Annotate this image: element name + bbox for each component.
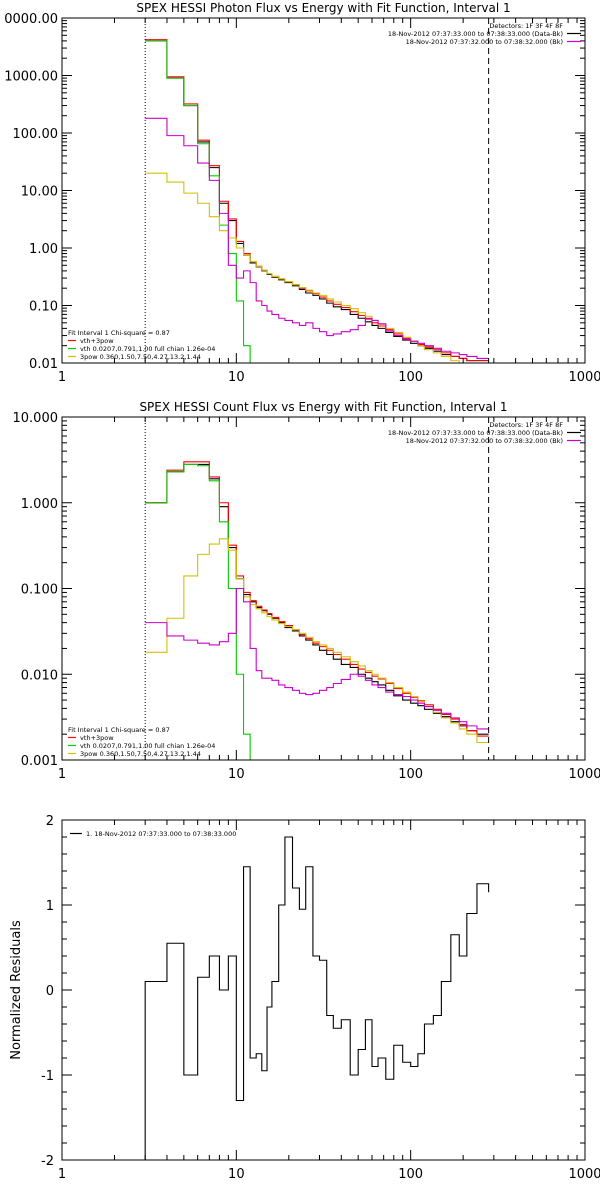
series-line-5 [145, 587, 489, 730]
chart-title: SPEX HESSI Count Flux vs Energy with Fit… [139, 400, 507, 414]
series-line-4 [145, 172, 468, 363]
x-tick-label: 1 [58, 370, 66, 385]
legend-entry: 18-Nov-2012 07:37:33.000 to 07:38:33.000… [388, 30, 563, 38]
x-tick-label: 10 [228, 370, 245, 385]
series-line-2 [145, 39, 489, 362]
x-tick-label: 1000 [568, 370, 600, 385]
series-line-1 [144, 836, 490, 1160]
legend-entry: vth 0.0207,0.791,1.00 full chian 1.26e-0… [80, 742, 215, 750]
x-tick-label: 10 [228, 767, 245, 782]
y-tick-label: 2 [46, 814, 54, 829]
y-tick-label: -2 [41, 1154, 54, 1169]
series-line-5 [145, 117, 489, 359]
x-tick-label: 1 [58, 767, 66, 782]
x-tick-label: 100 [398, 767, 423, 782]
legend-entry: Fit Interval 1 Chi-square = 0.87 [68, 726, 170, 734]
legend-entry: Detectors: 1F 3F 4F 8F [489, 421, 563, 429]
legend-entry: 18-Nov-2012 07:37:32.000 to 07:38:32.000… [406, 437, 563, 445]
x-tick-label: 10 [228, 1167, 245, 1182]
y-tick-label: 1 [46, 899, 54, 914]
y-tick-label: 1.00 [29, 242, 58, 257]
y-tick-label: 0.01 [29, 357, 58, 372]
y-axis-label: Normalized Residuals [9, 920, 24, 1060]
legend-entry: vth 0.0207,0.791,1.00 full chian 1.26e-0… [80, 345, 215, 353]
legend-entry: Fit Interval 1 Chi-square = 0.87 [68, 329, 170, 337]
y-tick-label: 100.00 [13, 127, 59, 142]
y-tick-label: 10.000 [13, 411, 59, 426]
series-line-3 [145, 463, 251, 760]
legend-entry: 18-Nov-2012 07:37:33.000 to 07:38:33.000… [388, 429, 563, 437]
legend-entry: 1. 18-Nov-2012 07:37:33.000 to 07:38:33.… [86, 830, 236, 838]
chart-panel-2: SPEX HESSI Count Flux vs Energy with Fit… [13, 400, 600, 782]
legend-entry: 3pow 0.360,1.50,7.50,4.27,13.2,1.44 [80, 353, 201, 361]
y-tick-label: 1000.00 [4, 70, 58, 85]
x-tick-label: 100 [398, 1167, 423, 1182]
y-tick-label: 0.100 [21, 583, 58, 598]
y-tick-label: 0.001 [21, 754, 58, 769]
y-tick-label: 0 [46, 984, 54, 999]
legend-entry: vth+3pow [80, 734, 114, 742]
x-tick-label: 1000 [568, 1167, 600, 1182]
x-tick-label: 100 [398, 370, 423, 385]
x-tick-label: 1000 [568, 767, 600, 782]
y-tick-label: 0.010 [21, 668, 58, 683]
plot-frame [61, 17, 586, 364]
y-tick-label: 1.000 [21, 497, 58, 512]
plot-frame [61, 819, 586, 1161]
chart-panel-3: 1 10 100 1000 -2 -1 0 1 2 Normalized Residuals 1. … [9, 814, 600, 1182]
legend-entry: 18-Nov-2012 07:37:32.000 to 07:38:32.000… [406, 38, 563, 46]
x-tick-label: 1 [58, 1167, 66, 1182]
y-tick-label: -1 [41, 1069, 54, 1084]
plot-frame [61, 416, 586, 761]
series-line-1 [145, 40, 489, 362]
y-tick-label: 0000.00 [4, 12, 58, 27]
y-tick-label: 10.00 [21, 185, 58, 200]
series-line-2 [145, 461, 489, 737]
chart-panel-1: SPEX HESSI Photon Flux vs Energy with Fi… [4, 1, 600, 385]
y-tick-label: 0.10 [29, 300, 58, 315]
legend-entry: Detectors: 1F 3F 4F 8F [489, 22, 563, 30]
legend-entry: 3pow 0.360,1.50,7.50,4.27,13.2,1.44 [80, 750, 201, 758]
legend-entry: vth+3pow [80, 337, 114, 345]
chart-title: SPEX HESSI Photon Flux vs Energy with Fi… [136, 1, 510, 15]
